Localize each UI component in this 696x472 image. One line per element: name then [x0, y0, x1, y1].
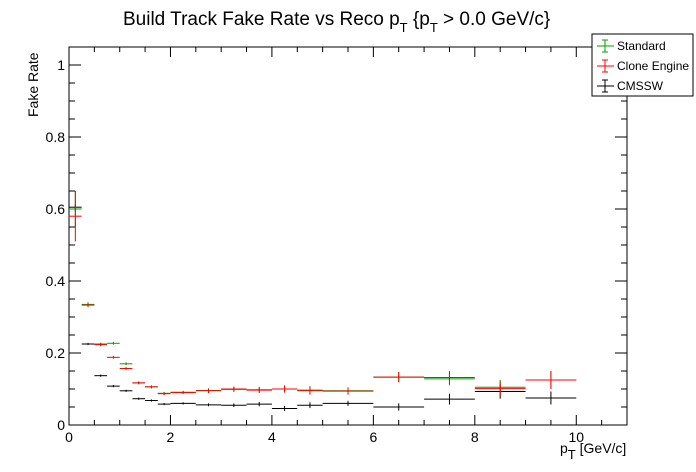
data-point	[119, 389, 133, 392]
data-point	[107, 341, 120, 345]
data-point	[81, 302, 95, 308]
y-tick-label: 0.2	[46, 345, 66, 361]
y-tick-label: 1	[57, 57, 65, 73]
data-point	[271, 405, 298, 411]
data-point	[145, 399, 158, 402]
x-tick-label: 4	[268, 429, 276, 445]
data-point	[132, 381, 146, 385]
x-axis-label-subscript: T	[568, 447, 576, 462]
data-point	[119, 362, 133, 366]
title-subscript-1: T	[400, 20, 408, 35]
y-tick-label: 0.4	[46, 273, 66, 289]
data-point	[69, 191, 82, 242]
data-point	[246, 401, 272, 407]
legend-label: CMSSW	[617, 79, 664, 93]
data-point	[474, 381, 526, 396]
x-tick-label: 8	[471, 429, 479, 445]
data-point	[297, 386, 323, 395]
data-point	[195, 403, 222, 407]
data-point	[271, 385, 298, 393]
chart-title: Build Track Fake Rate vs Reco pT {pT > 0…	[123, 9, 550, 35]
data-point	[221, 403, 247, 407]
data-point	[424, 393, 475, 405]
data-point	[157, 392, 171, 396]
x-axis-label-main: p	[560, 440, 568, 456]
axis-tick-labels: 0 2 4 6 8 10 0 0.2 0.4 0.6 0.8 1	[46, 57, 585, 445]
data-point	[107, 385, 120, 388]
data-point	[322, 400, 374, 406]
data-point	[132, 397, 146, 400]
plot-frame	[68, 46, 628, 426]
title-brace: {p	[408, 9, 430, 30]
title-rest: > 0.0 GeV/c}	[438, 9, 551, 30]
data-point	[170, 391, 196, 395]
x-axis-label: pT [GeV/c]	[560, 440, 626, 462]
y-tick-label: 0.6	[46, 201, 66, 217]
x-tick-label: 10	[568, 429, 584, 445]
data-point	[373, 372, 425, 383]
data-point	[145, 385, 158, 389]
data-series	[69, 191, 577, 411]
legend-entry-cmssw: CMSSW	[597, 79, 664, 93]
data-point	[195, 388, 222, 393]
series-clone-engine	[69, 191, 577, 396]
data-point	[94, 343, 108, 347]
data-point	[525, 371, 577, 389]
data-point	[107, 355, 120, 359]
data-point	[119, 367, 133, 370]
y-tick-label: 0	[57, 417, 65, 433]
x-tick-label: 2	[167, 429, 175, 445]
series-standard	[69, 191, 577, 395]
legend-entry-standard: Standard	[597, 39, 666, 53]
y-tick-label: 0.8	[46, 129, 66, 145]
legend-entry-clone-engine: Clone Engine	[597, 59, 689, 73]
data-point	[81, 342, 95, 346]
data-point	[221, 386, 247, 392]
data-point	[170, 402, 196, 405]
data-point	[322, 387, 374, 395]
data-point	[525, 391, 577, 405]
y-axis-label: Fake Rate	[25, 52, 41, 117]
x-axis-label-rest: [GeV/c]	[576, 440, 627, 456]
legend-label: Clone Engine	[617, 59, 689, 73]
data-point	[373, 403, 425, 411]
title-subscript-2: T	[430, 20, 438, 35]
x-tick-label: 6	[369, 429, 377, 445]
legend: Standard Clone Engine CMSSW	[591, 33, 694, 97]
data-point	[94, 374, 108, 377]
data-point	[246, 387, 272, 393]
series-cmssw	[69, 203, 577, 411]
data-point	[157, 403, 171, 406]
data-point	[297, 402, 323, 409]
axis-ticks	[68, 46, 628, 426]
data-point	[424, 371, 475, 384]
title-main: Build Track Fake Rate vs Reco p	[123, 9, 400, 30]
legend-label: Standard	[617, 39, 666, 53]
x-tick-label: 0	[65, 429, 73, 445]
